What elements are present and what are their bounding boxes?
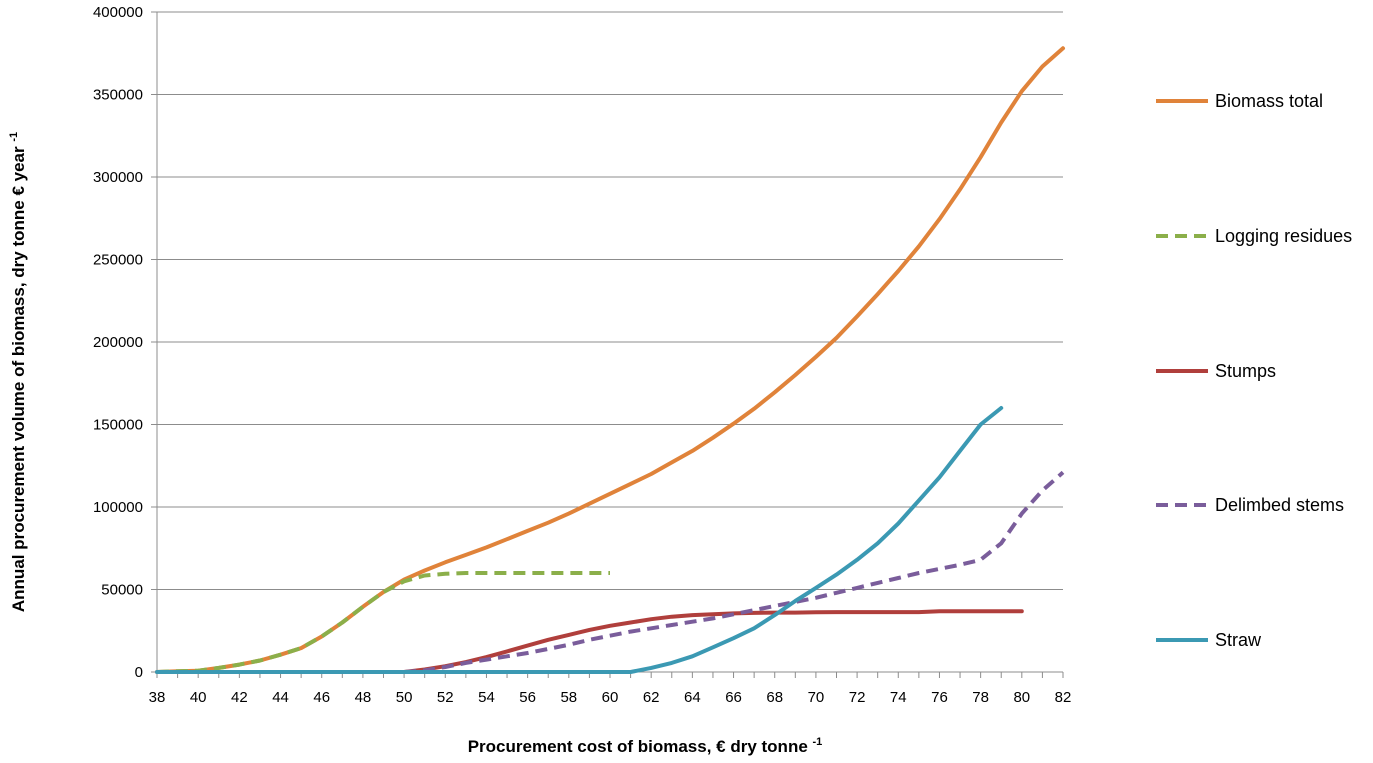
legend-label-stumps: Stumps xyxy=(1215,361,1276,381)
y-tick-label-100000: 100000 xyxy=(93,499,143,516)
series-lines xyxy=(155,46,1065,674)
x-tick-label-54: 54 xyxy=(478,689,495,706)
gridlines xyxy=(157,11,1063,673)
x-tick-label-66: 66 xyxy=(725,689,742,706)
legend-label-straw: Straw xyxy=(1215,630,1262,650)
x-tick-label-58: 58 xyxy=(560,689,577,706)
x-tick-label-52: 52 xyxy=(437,689,454,706)
series-line-delimbed-stems xyxy=(403,470,1065,674)
y-tick-label-300000: 300000 xyxy=(93,169,143,186)
series-line-stumps xyxy=(402,609,1024,674)
axes xyxy=(151,11,1064,678)
y-tick-label-150000: 150000 xyxy=(93,417,143,434)
x-tick-label-76: 76 xyxy=(931,689,948,706)
x-tick-label-78: 78 xyxy=(972,689,989,706)
legend: Biomass total Logging residues Stumps Delim… xyxy=(1156,91,1352,650)
series-line-biomass-total xyxy=(155,46,1065,674)
x-tick-label-68: 68 xyxy=(766,689,783,706)
x-tick-label-80: 80 xyxy=(1013,689,1030,706)
series-line-straw xyxy=(155,406,1004,674)
x-tick-label-38: 38 xyxy=(149,689,166,706)
x-tick-label-50: 50 xyxy=(396,689,413,706)
x-tick-label-48: 48 xyxy=(355,689,372,706)
x-axis-title: Procurement cost of biomass, € dry tonne… xyxy=(468,736,823,756)
x-tick-label-56: 56 xyxy=(519,689,536,706)
x-tick-label-64: 64 xyxy=(684,689,701,706)
x-tick-label-70: 70 xyxy=(808,689,825,706)
legend-label-delimbed-stems: Delimbed stems xyxy=(1215,495,1344,515)
x-tick-label-62: 62 xyxy=(643,689,660,706)
y-tick-label-200000: 200000 xyxy=(93,334,143,351)
x-tick-label-82: 82 xyxy=(1055,689,1072,706)
legend-label-logging-residues: Logging residues xyxy=(1215,226,1352,246)
y-tick-label-0: 0 xyxy=(135,664,143,681)
tick-labels: 0 50000 100000 150000 200000 250000 300000 3500… xyxy=(93,4,1071,706)
series-line-logging-residues xyxy=(156,571,610,674)
y-tick-label-350000: 350000 xyxy=(93,87,143,104)
x-tick-label-44: 44 xyxy=(272,689,289,706)
y-axis-title: Annual procurement volume of biomass, dr… xyxy=(8,132,28,612)
legend-label-biomass-total: Biomass total xyxy=(1215,91,1323,111)
y-tick-label-400000: 400000 xyxy=(93,4,143,21)
x-tick-label-72: 72 xyxy=(849,689,866,706)
x-tick-label-60: 60 xyxy=(602,689,619,706)
x-tick-label-42: 42 xyxy=(231,689,248,706)
y-tick-label-50000: 50000 xyxy=(101,582,143,599)
x-tick-label-74: 74 xyxy=(890,689,907,706)
y-tick-label-250000: 250000 xyxy=(93,252,143,269)
x-tick-label-46: 46 xyxy=(313,689,330,706)
x-tick-label-40: 40 xyxy=(190,689,207,706)
